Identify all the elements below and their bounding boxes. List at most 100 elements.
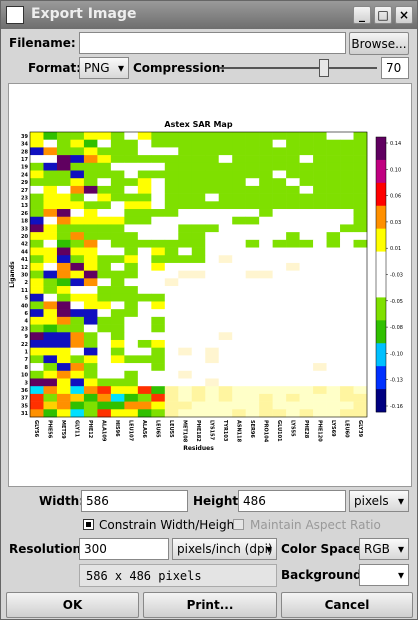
heatmap-cell: [245, 232, 260, 241]
heatmap-cell: [326, 270, 341, 279]
colorspace-select[interactable]: RGB: [359, 538, 409, 560]
print-button[interactable]: Print...: [143, 592, 277, 618]
heatmap-cell: [164, 139, 179, 148]
slider-thumb[interactable]: [319, 59, 329, 77]
heatmap-cell: [313, 193, 327, 202]
heatmap-cell: [299, 286, 314, 295]
heatmap-cell: [232, 278, 246, 287]
heatmap-cell: [30, 178, 44, 187]
heatmap-cell: [353, 355, 368, 364]
aspect-label: Maintain Aspect Ratio: [250, 518, 381, 532]
heatmap-cell: [218, 170, 233, 179]
heatmap-cell: [97, 401, 112, 410]
heatmap-cell: [340, 155, 354, 164]
heatmap-cell: [299, 363, 314, 372]
colorbar-segment: [376, 297, 386, 321]
browse-button[interactable]: Browse...: [349, 32, 409, 55]
heatmap-cell: [286, 363, 300, 372]
heatmap-cell: [137, 193, 152, 202]
heatmap-cell: [110, 232, 125, 241]
height-label: Height:: [193, 494, 243, 508]
heatmap-cell: [56, 363, 71, 372]
heatmap-cell: [124, 293, 139, 302]
heatmap-cell: [218, 185, 233, 194]
units-select[interactable]: pixels: [349, 490, 409, 512]
resolution-input[interactable]: 300: [79, 538, 169, 560]
heatmap-cell: [56, 347, 71, 356]
heatmap-cell: [232, 393, 246, 402]
heatmap-cell: [164, 147, 179, 156]
heatmap-cell: [30, 209, 44, 218]
heatmap-cell: [218, 262, 233, 271]
heatmap-cell: [30, 316, 44, 325]
heatmap-cell: [124, 201, 139, 210]
resolution-units[interactable]: pixels/inch (dpi): [172, 538, 277, 560]
heatmap-cell: [178, 332, 193, 341]
format-select[interactable]: PNG: [79, 57, 129, 79]
heatmap-cell: [137, 170, 152, 179]
heatmap-cell: [124, 162, 139, 171]
heatmap-cell: [299, 347, 314, 356]
heatmap-cell: [218, 278, 233, 287]
heatmap-cell: [151, 332, 166, 341]
x-tick-label: GLY39: [357, 420, 363, 438]
heatmap-cell: [299, 386, 314, 395]
heatmap-cell: [83, 355, 98, 364]
heatmap-cell: [232, 332, 246, 341]
heatmap-cell: [353, 293, 368, 302]
background-select[interactable]: [359, 564, 409, 586]
heatmap-cell: [205, 393, 220, 402]
heatmap-cell: [164, 247, 179, 256]
heatmap-cell: [137, 201, 152, 210]
maximize[interactable]: □: [374, 6, 392, 24]
heatmap-cell: [299, 185, 314, 194]
heatmap-cell: [353, 270, 368, 279]
heatmap-cell: [259, 286, 273, 295]
heatmap-cell: [326, 332, 341, 341]
heatmap-cell: [353, 332, 368, 341]
heatmap-cell: [137, 162, 152, 171]
heatmap-cell: [83, 332, 98, 341]
heatmap-cell: [178, 293, 193, 302]
heatmap-cell: [97, 193, 112, 202]
y-tick-label: 7: [25, 357, 29, 363]
cancel-button[interactable]: Cancel: [281, 592, 413, 618]
heatmap-cell: [218, 139, 233, 148]
heatmap-cell: [70, 332, 85, 341]
heatmap-cell: [97, 224, 112, 233]
heatmap-cell: [205, 278, 220, 287]
filename-input[interactable]: [79, 32, 346, 54]
heatmap-cell: [205, 147, 220, 156]
heatmap-cell: [110, 301, 125, 310]
heatmap-cell: [56, 201, 71, 210]
heatmap-cell: [164, 324, 179, 333]
heatmap-cell: [299, 324, 314, 333]
heatmap-cell: [56, 185, 71, 194]
heatmap-cell: [326, 363, 341, 372]
heatmap-cell: [299, 255, 314, 264]
ok-button[interactable]: OK: [6, 592, 139, 618]
heatmap-cell: [353, 162, 368, 171]
constrain-checkbox[interactable]: [83, 519, 94, 530]
heatmap-cell: [245, 293, 260, 302]
heatmap-cell: [151, 170, 166, 179]
minimize[interactable]: _: [353, 6, 371, 24]
heatmap-cell: [137, 386, 152, 395]
close[interactable]: ×: [395, 6, 413, 24]
heatmap-cell: [205, 170, 220, 179]
heatmap-cell: [110, 255, 125, 264]
height-input[interactable]: 486: [238, 490, 346, 512]
compression-value[interactable]: 70: [381, 57, 409, 79]
heatmap-cell: [205, 386, 220, 395]
heatmap-cell: [259, 262, 273, 271]
y-axis-label: Ligands: [9, 261, 16, 288]
width-input[interactable]: 586: [81, 490, 188, 512]
heatmap-cell: [151, 316, 166, 325]
heatmap-cell: [164, 332, 179, 341]
heatmap-cell: [151, 286, 166, 295]
heatmap-cell: [313, 224, 327, 233]
heatmap-cell: [191, 332, 206, 341]
heatmap-cell: [56, 247, 71, 256]
heatmap-cell: [151, 339, 166, 348]
